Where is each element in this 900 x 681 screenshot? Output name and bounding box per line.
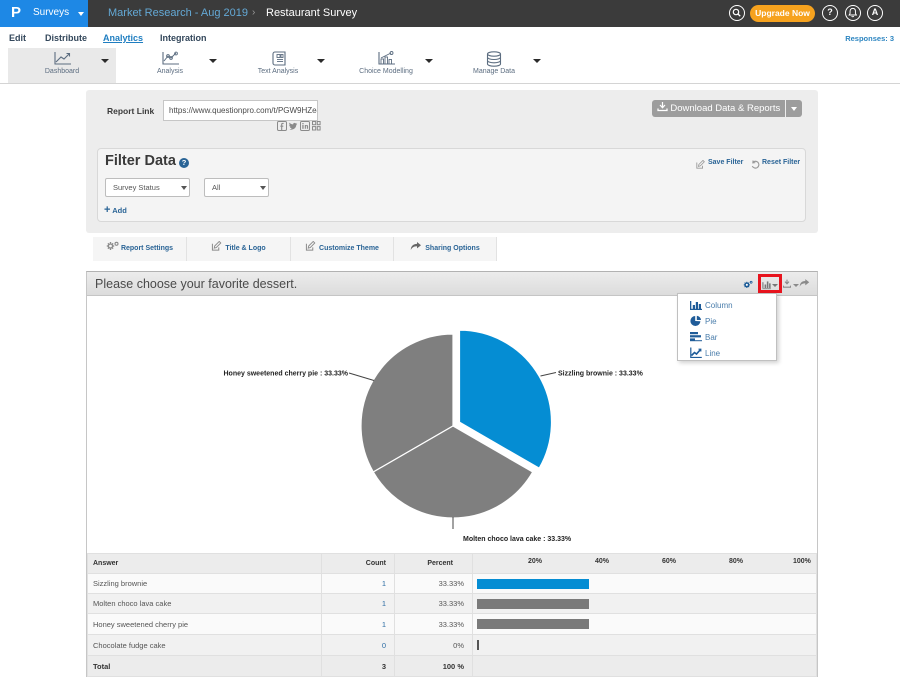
svg-text:Honey sweetened cherry pie : 3: Honey sweetened cherry pie : 33.33% [224,371,349,378]
svg-text:Molten choco lava cake : 33.33: Molten choco lava cake : 33.33% [463,536,572,543]
svg-text:Sizzling brownie : 33.33%: Sizzling brownie : 33.33% [558,371,644,378]
